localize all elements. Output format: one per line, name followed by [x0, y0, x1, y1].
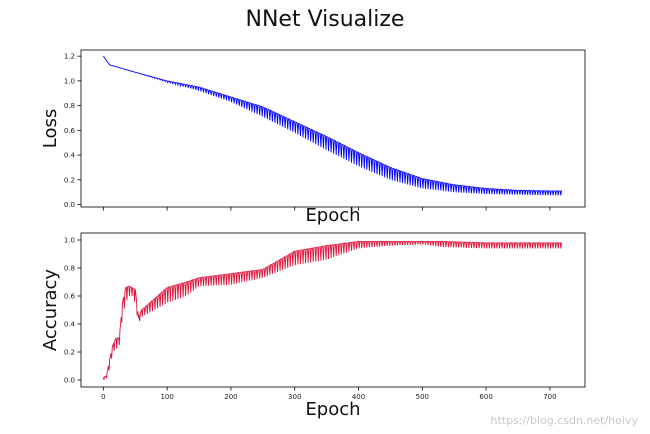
x-tick-label: 0: [101, 393, 105, 401]
x-tick-label: 200: [224, 393, 237, 401]
y-axis-label: Loss: [40, 109, 61, 148]
y-axis-label: Accuracy: [40, 269, 61, 352]
y-tick-label: 0.6: [64, 293, 76, 301]
x-tick-label: 100: [160, 393, 173, 401]
y-tick-label: 0.4: [64, 321, 76, 329]
series-line: [102, 55, 563, 196]
figure-title: NNet Visualize: [246, 7, 405, 32]
y-tick-label: 0.8: [64, 102, 75, 110]
y-tick-label: 1.2: [64, 53, 75, 61]
x-tick-label: 400: [352, 393, 365, 401]
y-tick-label: 0.8: [64, 265, 75, 273]
y-tick-label: 0.2: [64, 349, 75, 357]
accuracy-panel: 0.0 0.2 0.4 0.6 0.8 1.0 0 100 200 300 400 500 600 700…: [40, 232, 586, 420]
x-axis-label: Epoch: [305, 399, 360, 420]
axes-frame: [80, 49, 586, 208]
watermark-text: https://blog.csdn.net/heivy: [491, 414, 639, 427]
axes-frame: [80, 232, 586, 388]
y-tick-label: 0.2: [64, 176, 75, 184]
x-tick-label: 500: [416, 393, 429, 401]
x-tick-label: 300: [288, 393, 301, 401]
y-tick-label: 0.4: [64, 152, 76, 160]
loss-panel: 0.0 0.2 0.4 0.6 0.8 1.0 1.2 Epoch Loss: [40, 49, 586, 226]
y-tick-label: 1.0: [64, 77, 75, 85]
x-axis-label: Epoch: [305, 205, 360, 226]
x-tick-label: 700: [543, 393, 556, 401]
y-tick-label: 0.0: [64, 201, 75, 209]
y-tick-label: 0.6: [64, 127, 76, 135]
y-tick-label: 1.0: [64, 237, 75, 245]
x-tick-label: 600: [479, 393, 492, 401]
y-tick-label: 0.0: [64, 377, 75, 385]
series-line: [102, 240, 563, 380]
